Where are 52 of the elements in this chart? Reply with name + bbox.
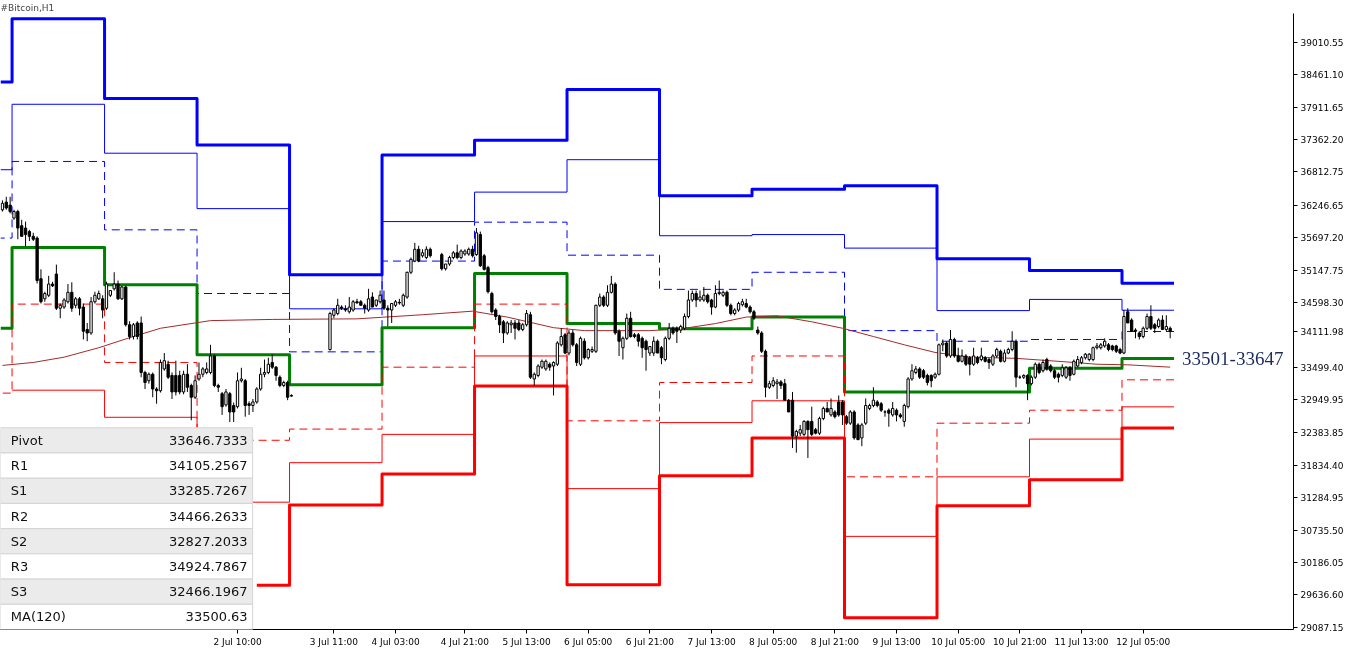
x-tick-label: 8 Jul 05:00: [749, 636, 798, 647]
y-tick-label: 36812.75: [1300, 167, 1344, 178]
y-tick-label: 29636.60: [1300, 590, 1344, 601]
y-tick-label: 34598.30: [1300, 297, 1344, 308]
y-tick-label: 37362.20: [1300, 135, 1344, 146]
annotation: 33285.7267: [169, 483, 248, 499]
x-tick-label: 12 Jul 05:00: [1116, 636, 1171, 647]
y-tick-label: 32383.85: [1300, 428, 1344, 439]
annotation: S2: [10, 533, 28, 549]
x-tick-label: 6 Jul 21:00: [625, 636, 675, 647]
y-tick-label: 31284.95: [1300, 493, 1344, 504]
annotation: 32827.2033: [169, 533, 248, 549]
annotation: 33500.63: [185, 609, 248, 625]
x-tick-label: 4 Jul 21:00: [440, 636, 490, 647]
y-tick-label: 33499.40: [1300, 362, 1344, 373]
y-tick-label: 37911.65: [1300, 102, 1344, 113]
annotation: 34466.2633: [169, 508, 248, 524]
y-tick-label: 30186.05: [1300, 558, 1344, 569]
annotation: 34105.2567: [169, 458, 248, 474]
annotation: MA(120): [10, 609, 66, 625]
y-tick-label: 29087.15: [1300, 622, 1344, 633]
y-tick-label: 31834.40: [1300, 460, 1344, 471]
x-tick-label: 10 Jul 21:00: [992, 636, 1048, 647]
annotation: Pivot: [10, 432, 43, 448]
chart-title: #Bitcoin,H1: [0, 3, 55, 13]
y-tick-label: 36246.65: [1300, 200, 1344, 211]
annotation: 33501-33647: [1182, 347, 1284, 369]
annotation: 32466.1967: [169, 584, 248, 600]
y-tick-label: 39010.55: [1300, 37, 1344, 48]
y-tick-label: 34111.98: [1300, 326, 1344, 337]
annotation: S1: [10, 483, 28, 499]
x-tick-label: 3 Jul 11:00: [309, 636, 359, 647]
x-tick-label: 6 Jul 05:00: [564, 636, 613, 647]
y-tick-label: 38461.10: [1300, 70, 1344, 81]
x-tick-label: 10 Jul 05:00: [931, 636, 986, 647]
y-tick-label: 30735.50: [1300, 525, 1344, 536]
x-tick-label: 4 Jul 03:00: [371, 636, 420, 647]
annotation: 34924.7867: [169, 558, 248, 574]
x-tick-label: 2 Jul 10:00: [213, 636, 262, 647]
x-tick-label: 7 Jul 13:00: [687, 636, 736, 647]
annotation: R3: [10, 558, 29, 574]
annotation: R2: [10, 508, 29, 524]
x-tick-label: 5 Jul 13:00: [502, 636, 551, 647]
y-tick-label: 32949.95: [1300, 395, 1344, 406]
annotation: R1: [10, 458, 29, 474]
x-tick-label: 11 Jul 13:00: [1054, 636, 1109, 647]
annotation: 33646.7333: [169, 432, 248, 448]
annotation: S3: [10, 584, 28, 600]
y-tick-label: 35147.75: [1300, 265, 1344, 276]
x-tick-label: 8 Jul 21:00: [810, 636, 860, 647]
x-tick-label: 9 Jul 13:00: [872, 636, 921, 647]
y-tick-label: 35697.20: [1300, 233, 1344, 244]
